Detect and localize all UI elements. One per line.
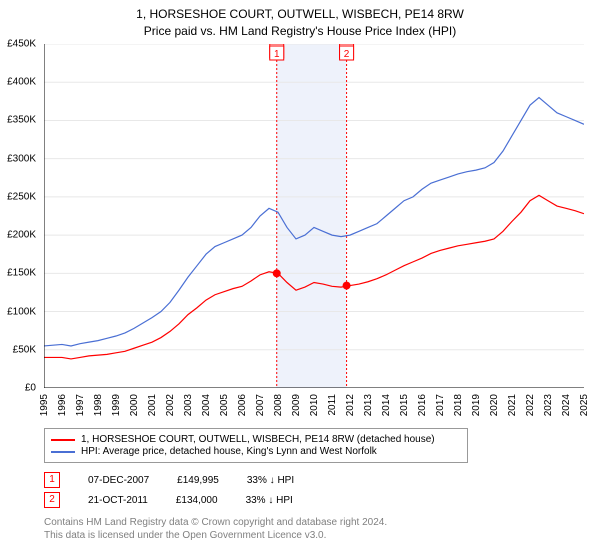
x-tick-label: 2001 <box>147 394 158 416</box>
x-tick-label: 1996 <box>57 394 68 416</box>
legend-swatch-2 <box>51 451 75 453</box>
sale-delta-2: 33% ↓ HPI <box>246 495 293 506</box>
x-tick-label: 2024 <box>561 394 572 416</box>
sale-price-2: £134,000 <box>176 495 218 506</box>
sale-price-1: £149,995 <box>177 475 219 486</box>
sale-delta-1: 33% ↓ HPI <box>247 475 294 486</box>
x-tick-label: 2023 <box>543 394 554 416</box>
x-tick-label: 2000 <box>129 394 140 416</box>
x-tick-label: 2011 <box>327 394 338 416</box>
legend-row-2: HPI: Average price, detached house, King… <box>51 446 461 457</box>
footer-line1: Contains HM Land Registry data © Crown c… <box>44 516 387 529</box>
sale-date-2: 21-OCT-2011 <box>88 495 148 506</box>
sale-row-1: 1 07-DEC-2007 £149,995 33% ↓ HPI <box>44 472 584 488</box>
x-tick-label: 2020 <box>489 394 500 416</box>
x-tick-label: 2010 <box>309 394 320 416</box>
sale-row-2: 2 21-OCT-2011 £134,000 33% ↓ HPI <box>44 492 584 508</box>
legend-label-1: 1, HORSESHOE COURT, OUTWELL, WISBECH, PE… <box>81 434 435 445</box>
chart-title: 1, HORSESHOE COURT, OUTWELL, WISBECH, PE… <box>0 0 600 40</box>
y-tick-label: £350K <box>7 115 36 126</box>
sale-marker-2: 2 <box>44 492 60 508</box>
footer-line2: This data is licensed under the Open Gov… <box>44 529 387 542</box>
x-tick-label: 2002 <box>165 394 176 416</box>
chart-container: 1, HORSESHOE COURT, OUTWELL, WISBECH, PE… <box>0 0 600 560</box>
x-tick-label: 2005 <box>219 394 230 416</box>
x-tick-label: 1999 <box>111 394 122 416</box>
y-tick-label: £50K <box>13 344 36 355</box>
y-tick-label: £400K <box>7 77 36 88</box>
x-tick-label: 1997 <box>75 394 86 416</box>
y-tick-label: £0 <box>25 383 36 394</box>
svg-text:2: 2 <box>344 49 350 60</box>
y-tick-label: £150K <box>7 268 36 279</box>
sale-date-1: 07-DEC-2007 <box>88 475 149 486</box>
x-tick-label: 2014 <box>381 394 392 416</box>
x-tick-label: 1998 <box>93 394 104 416</box>
y-tick-label: £200K <box>7 230 36 241</box>
legend-row-1: 1, HORSESHOE COURT, OUTWELL, WISBECH, PE… <box>51 434 461 445</box>
y-tick-label: £250K <box>7 191 36 202</box>
sale-marker-1: 1 <box>44 472 60 488</box>
x-tick-label: 2012 <box>345 394 356 416</box>
x-tick-label: 1995 <box>39 394 50 416</box>
x-tick-label: 2018 <box>453 394 464 416</box>
svg-text:1: 1 <box>274 49 280 60</box>
title-line2: Price paid vs. HM Land Registry's House … <box>0 23 600 40</box>
x-tick-label: 2016 <box>417 394 428 416</box>
x-tick-label: 2004 <box>201 394 212 416</box>
sales-list: 1 07-DEC-2007 £149,995 33% ↓ HPI 2 21-OC… <box>44 468 584 512</box>
footer: Contains HM Land Registry data © Crown c… <box>44 516 387 542</box>
y-tick-label: £450K <box>7 39 36 50</box>
legend-swatch-1 <box>51 439 75 441</box>
x-tick-label: 2006 <box>237 394 248 416</box>
chart-plot-area: 12 £0£50K£100K£150K£200K£250K£300K£350K£… <box>44 44 584 388</box>
legend: 1, HORSESHOE COURT, OUTWELL, WISBECH, PE… <box>44 428 468 463</box>
y-tick-label: £100K <box>7 306 36 317</box>
x-tick-label: 2007 <box>255 394 266 416</box>
legend-label-2: HPI: Average price, detached house, King… <box>81 446 377 457</box>
title-line1: 1, HORSESHOE COURT, OUTWELL, WISBECH, PE… <box>0 6 600 23</box>
x-tick-label: 2009 <box>291 394 302 416</box>
x-tick-label: 2015 <box>399 394 410 416</box>
plot-svg: 12 <box>44 44 584 388</box>
y-tick-label: £300K <box>7 153 36 164</box>
x-tick-label: 2019 <box>471 394 482 416</box>
x-tick-label: 2017 <box>435 394 446 416</box>
x-tick-label: 2021 <box>507 394 518 416</box>
x-tick-label: 2025 <box>579 394 590 416</box>
x-tick-label: 2003 <box>183 394 194 416</box>
x-tick-label: 2013 <box>363 394 374 416</box>
x-tick-label: 2008 <box>273 394 284 416</box>
x-tick-label: 2022 <box>525 394 536 416</box>
